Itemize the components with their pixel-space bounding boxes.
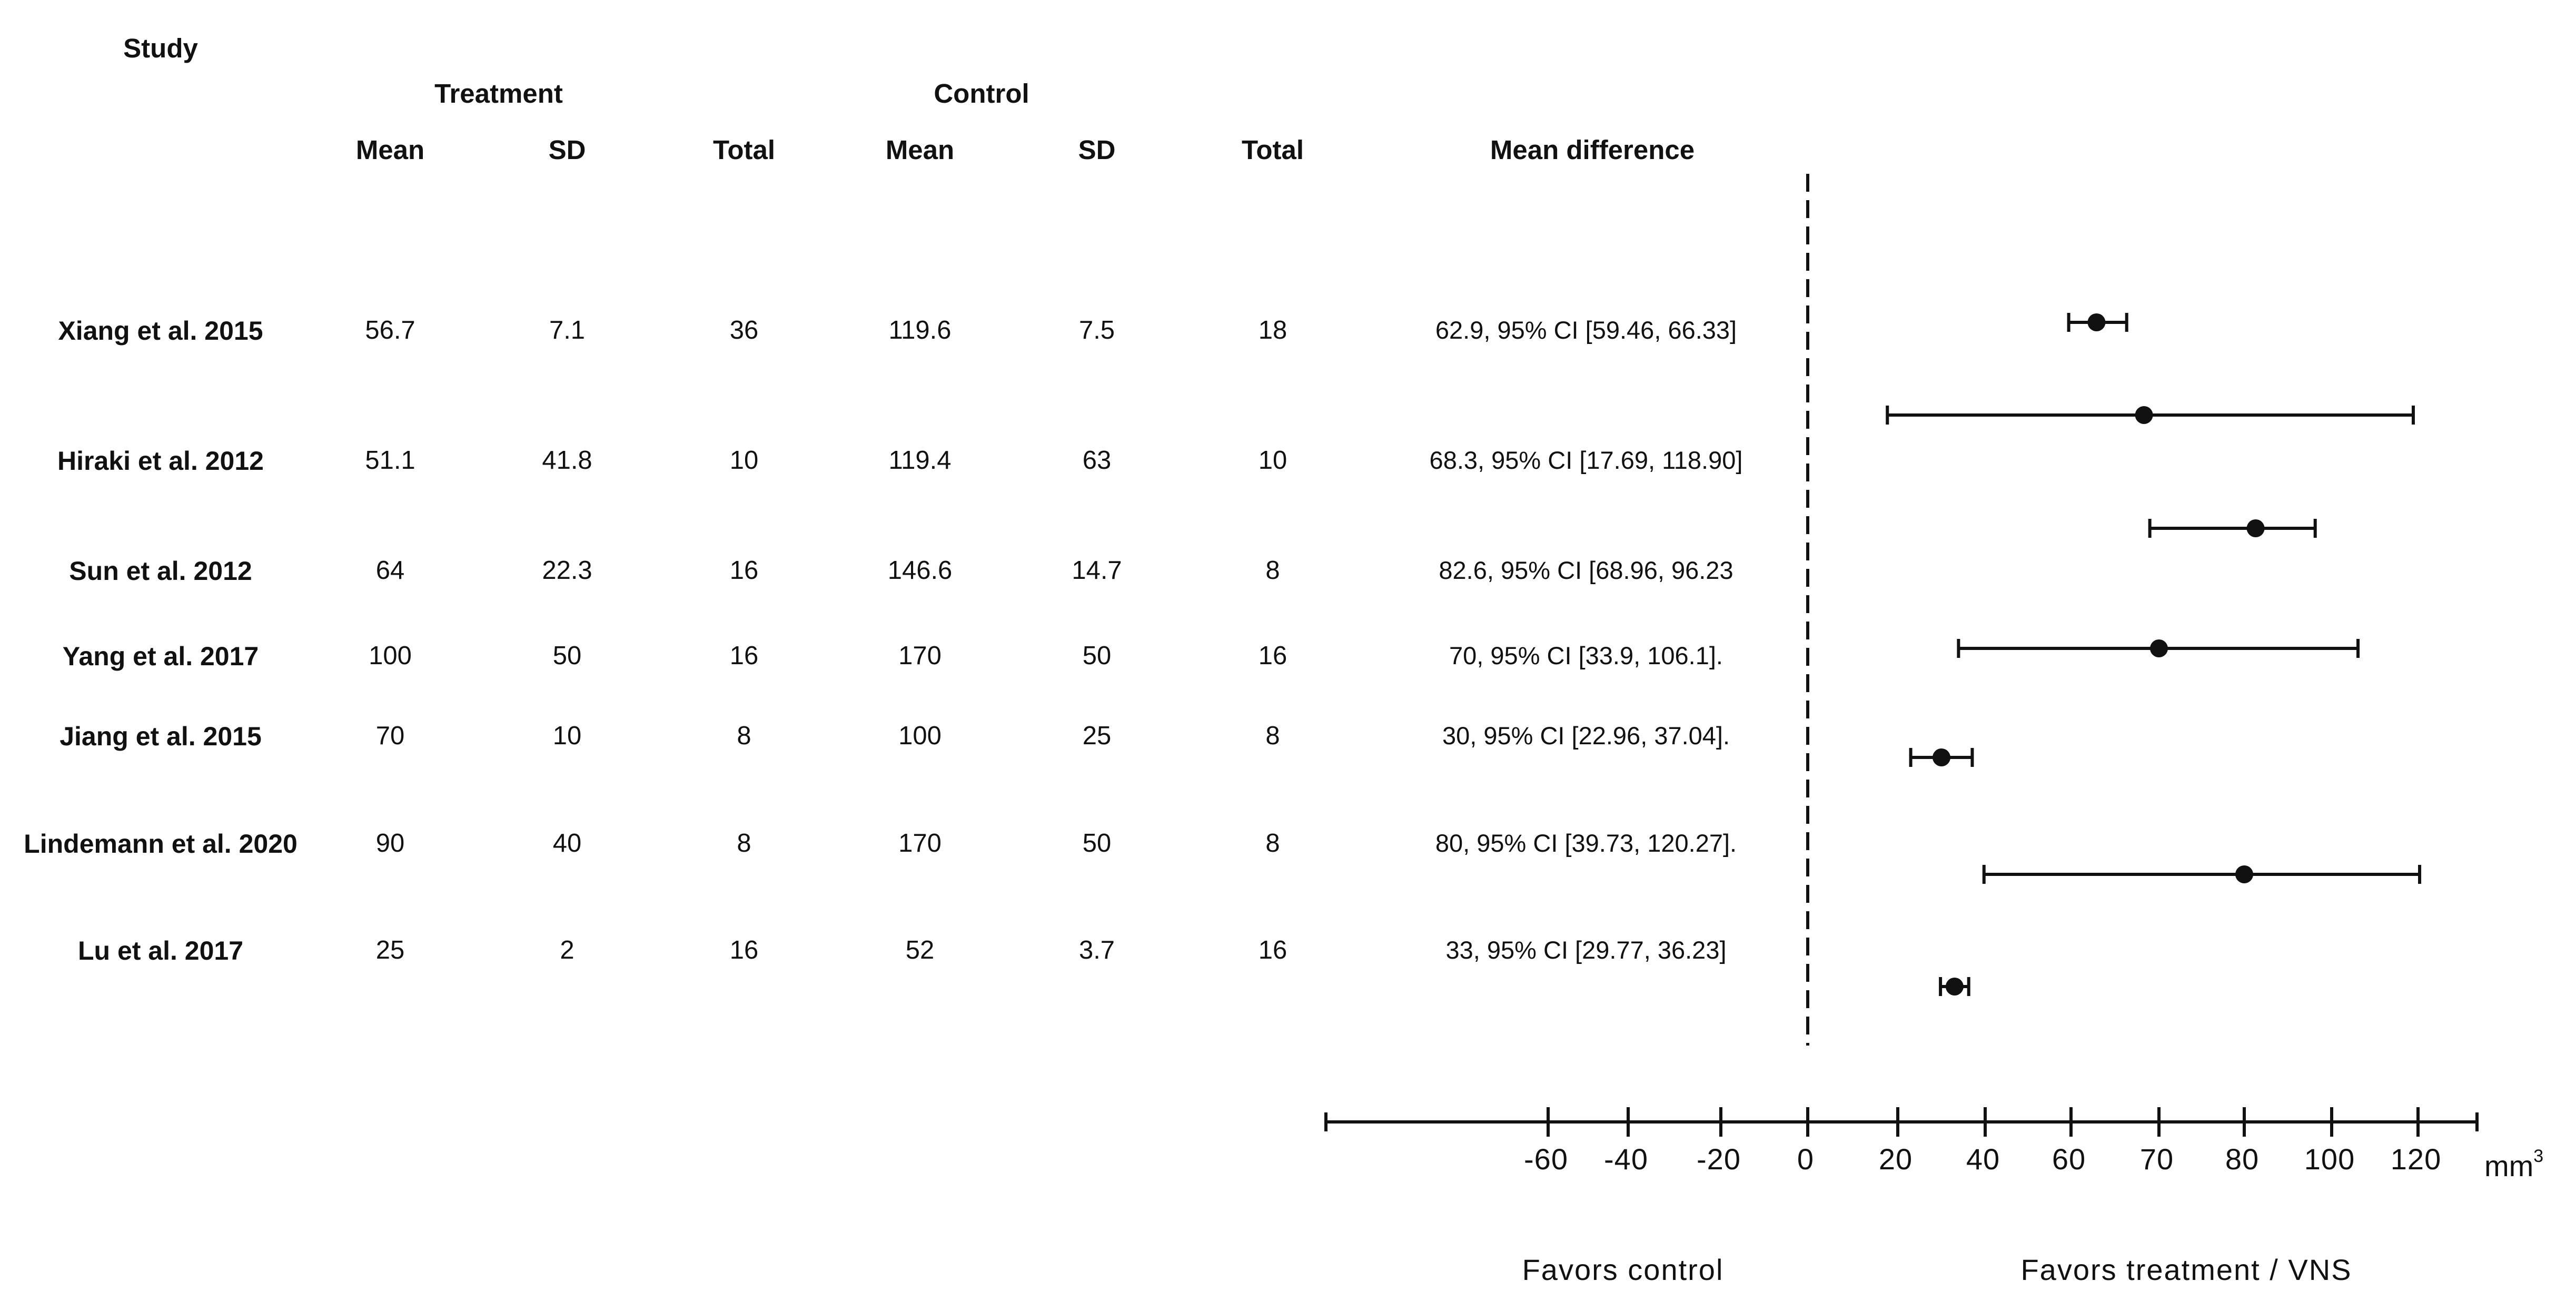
mean-difference-ci: 70, 95% CI [33.9, 106.1].: [1449, 642, 1723, 669]
mean-difference-ci: 62.9, 95% CI [59.46, 66.33]: [1435, 316, 1737, 344]
x-tick-label: 60: [2052, 1142, 2086, 1176]
treatment-mean: 25: [375, 936, 405, 964]
point-estimate: [2087, 313, 2106, 331]
treatment-mean: 51.1: [365, 446, 415, 475]
x-tick-label: 20: [1879, 1142, 1913, 1176]
control-header: Control: [934, 78, 1029, 109]
point-estimate: [2150, 639, 2168, 657]
treatment-total: 36: [729, 316, 759, 344]
control-total: 18: [1258, 316, 1287, 344]
mean-difference-header: Mean difference: [1490, 135, 1695, 165]
treatment-sd: 41.8: [542, 446, 592, 475]
axis-unit-label: mm3: [2484, 1147, 2543, 1182]
treatment-total: 8: [737, 722, 751, 750]
treatment-total-header: Total: [712, 135, 776, 165]
x-tick-label: 40: [1966, 1142, 2000, 1176]
treatment-total: 10: [729, 446, 759, 475]
treatment-mean: 90: [375, 829, 405, 858]
mean-difference-ci: 80, 95% CI [39.73, 120.27].: [1435, 829, 1737, 857]
x-tick-label: -20: [1697, 1142, 1741, 1176]
study-header: Study: [123, 33, 198, 63]
control-mean: 100: [898, 722, 942, 750]
control-mean: 170: [898, 642, 942, 670]
control-sd: 50: [1082, 829, 1112, 858]
x-tick-label: 0: [1797, 1142, 1814, 1176]
study-name: Hiraki et al. 2012: [57, 446, 264, 476]
control-mean: 52: [905, 936, 935, 964]
control-sd: 25: [1082, 722, 1112, 750]
control-mean-header: Mean: [885, 135, 955, 165]
treatment-sd: 40: [552, 829, 582, 858]
control-total: 16: [1258, 936, 1287, 964]
treatment-header: Treatment: [434, 78, 563, 109]
treatment-mean: 70: [375, 722, 405, 750]
treatment-mean-header: Mean: [355, 135, 425, 165]
treatment-total: 16: [729, 556, 759, 585]
treatment-sd: 22.3: [542, 556, 592, 585]
mean-difference-ci: 33, 95% CI [29.77, 36.23]: [1445, 936, 1727, 964]
treatment-sd: 2: [560, 936, 574, 964]
treatment-sd: 10: [552, 722, 582, 750]
mean-difference-ci: 82.6, 95% CI [68.96, 96.23: [1439, 556, 1733, 584]
favors-treatment-label: Favors treatment / VNS: [2020, 1253, 2352, 1286]
x-tick-label: 120: [2391, 1142, 2441, 1176]
mean-difference-ci: 30, 95% CI [22.96, 37.04].: [1442, 722, 1730, 750]
x-tick-label: -40: [1604, 1142, 1648, 1176]
control-total: 16: [1258, 642, 1287, 670]
x-tick-label: -60: [1524, 1142, 1568, 1176]
control-total-header: Total: [1241, 135, 1304, 165]
treatment-sd: 7.1: [549, 316, 586, 344]
treatment-sd: 50: [552, 642, 582, 670]
control-total: 8: [1265, 556, 1280, 585]
x-tick-label: 100: [2304, 1142, 2355, 1176]
control-sd: 7.5: [1078, 316, 1115, 344]
mean-difference-ci: 68.3, 95% CI [17.69, 118.90]: [1429, 446, 1743, 474]
control-sd: 3.7: [1078, 936, 1115, 964]
control-total: 10: [1258, 446, 1287, 475]
control-sd-header: SD: [1078, 135, 1116, 165]
axis-unit-exponent: 3: [2533, 1146, 2544, 1166]
point-estimate: [2135, 406, 2153, 424]
control-mean: 146.6: [887, 556, 953, 585]
control-sd: 14.7: [1072, 556, 1122, 585]
treatment-total: 16: [729, 936, 759, 964]
favors-control-label: Favors control: [1522, 1253, 1724, 1286]
point-estimate: [2235, 865, 2253, 883]
control-sd: 63: [1082, 446, 1112, 475]
x-tick-label: 80: [2225, 1142, 2259, 1176]
treatment-sd-header: SD: [548, 135, 586, 165]
control-total: 8: [1265, 722, 1280, 750]
treatment-total: 8: [737, 829, 751, 858]
point-estimate: [1933, 748, 1950, 766]
control-total: 8: [1265, 829, 1280, 858]
control-mean: 119.6: [888, 316, 952, 344]
treatment-mean: 64: [375, 556, 405, 585]
study-name: Yang et al. 2017: [62, 642, 259, 671]
point-estimate: [1945, 978, 1964, 996]
point-estimate: [2246, 519, 2265, 537]
study-name: Xiang et al. 2015: [58, 316, 263, 346]
study-name: Sun et al. 2012: [69, 556, 252, 586]
study-name: Lu et al. 2017: [77, 936, 244, 965]
study-name: Jiang et al. 2015: [60, 722, 262, 751]
control-mean: 170: [898, 829, 942, 858]
treatment-mean: 56.7: [365, 316, 415, 344]
control-sd: 50: [1082, 642, 1112, 670]
control-mean: 119.4: [888, 446, 952, 475]
treatment-total: 16: [729, 642, 759, 670]
axis-unit: mm: [2484, 1149, 2534, 1182]
x-tick-label: 70: [2140, 1142, 2174, 1176]
study-name: Lindemann et al. 2020: [24, 829, 298, 859]
treatment-mean: 100: [369, 642, 412, 670]
